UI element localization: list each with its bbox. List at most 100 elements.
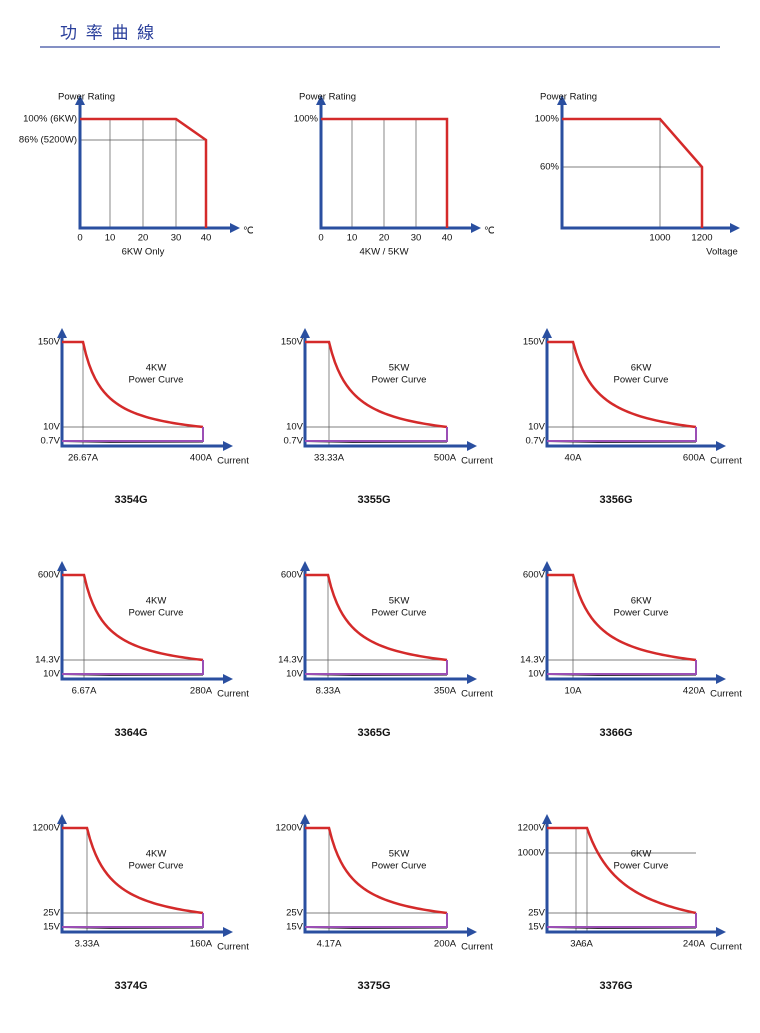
x-tick-label: 3A	[570, 939, 582, 950]
y-tick-label: 1000V	[518, 848, 546, 859]
min-voltage-line	[547, 913, 697, 928]
x-tick-label: 30	[171, 233, 182, 244]
x-unit: ℃	[484, 226, 495, 237]
model-label: 3355G	[357, 494, 390, 506]
y-tick-label: 14.3V	[278, 655, 303, 666]
x-tick-label: 20	[379, 233, 390, 244]
min-voltage-line	[62, 913, 204, 928]
x-axis-arrow	[716, 674, 726, 684]
y-tick-label: 0.7V	[525, 436, 545, 447]
y-tick-label: 600V	[38, 570, 61, 581]
y-tick-label: 10V	[286, 669, 304, 680]
power-curve	[305, 573, 448, 662]
curve-label: Power Curve	[372, 608, 427, 619]
y-axis-arrow	[57, 561, 67, 571]
y-tick-label: 600V	[523, 570, 546, 581]
power-curve	[547, 573, 697, 662]
y-tick-label: 14.3V	[35, 655, 60, 666]
y-tick-label: 25V	[43, 908, 61, 919]
x-tick-label: 10	[347, 233, 358, 244]
power-curve	[305, 826, 448, 915]
model-label: 3374G	[114, 980, 147, 992]
x-axis-arrow	[730, 223, 740, 233]
x-unit: ℃	[243, 226, 254, 237]
power-curve	[547, 826, 697, 915]
y-tick-label: 1200V	[33, 823, 61, 834]
y-axis-arrow	[557, 95, 567, 105]
x-axis-arrow	[471, 223, 481, 233]
y-axis-arrow	[316, 95, 326, 105]
x-axis-arrow	[467, 674, 477, 684]
power-curve	[305, 340, 448, 429]
x-tick-label: 4.17A	[317, 939, 342, 950]
x-unit: Current	[217, 689, 249, 700]
y-axis-arrow	[542, 328, 552, 338]
axis-label: Power Rating	[540, 92, 597, 103]
x-unit: Voltage	[706, 247, 738, 258]
curve-rating: 6KW	[631, 849, 652, 860]
y-axis-arrow	[57, 328, 67, 338]
min-voltage-line	[305, 427, 448, 442]
x-axis-arrow	[223, 441, 233, 451]
curve-label: Power Curve	[372, 375, 427, 386]
x-tick-label: 26.67A	[68, 453, 99, 464]
y-tick-label: 10V	[286, 422, 304, 433]
x-tick-label: 1200	[691, 233, 712, 244]
x-tick-label: 200A	[434, 939, 457, 950]
y-tick-label: 0.7V	[283, 436, 303, 447]
x-axis-arrow	[467, 927, 477, 937]
x-axis-arrow	[716, 927, 726, 937]
model-label: 3376G	[599, 980, 632, 992]
curve-rating: 5KW	[389, 849, 410, 860]
curve-rating: 6KW	[631, 596, 652, 607]
x-tick-label: 350A	[434, 686, 457, 697]
y-axis-arrow	[300, 328, 310, 338]
x-tick-label: 6.67A	[72, 686, 97, 697]
x-tick-label: 600A	[683, 453, 706, 464]
y-tick-label: 10V	[528, 669, 546, 680]
min-voltage-line	[547, 427, 697, 442]
curve-rating: 4KW	[146, 849, 167, 860]
curve-rating: 4KW	[146, 363, 167, 374]
x-tick-label: 160A	[190, 939, 213, 950]
curve-rating: 6KW	[631, 363, 652, 374]
axis-label: Power Rating	[299, 92, 356, 103]
x-tick-label: 400A	[190, 453, 213, 464]
y-tick-label: 14.3V	[520, 655, 545, 666]
y-tick-label: 0.7V	[40, 436, 60, 447]
x-unit: Current	[710, 689, 742, 700]
x-tick-label: 240A	[683, 939, 706, 950]
power-curve	[547, 340, 697, 429]
y-tick-label: 100%	[535, 114, 560, 125]
x-axis-arrow	[467, 441, 477, 451]
y-tick-label: 150V	[523, 337, 546, 348]
x-tick-label: 40A	[565, 453, 583, 464]
x-unit: Current	[461, 689, 493, 700]
x-axis-arrow	[223, 927, 233, 937]
curve-label: Power Curve	[614, 861, 669, 872]
y-axis-arrow	[57, 814, 67, 824]
x-axis-arrow	[230, 223, 240, 233]
x-axis-arrow	[716, 441, 726, 451]
x-tick-label: 280A	[190, 686, 213, 697]
x-caption: 4KW / 5KW	[359, 247, 408, 258]
rating-curve	[562, 117, 704, 228]
curve-rating: 5KW	[389, 596, 410, 607]
y-tick-label: 150V	[38, 337, 61, 348]
y-axis-arrow	[75, 95, 85, 105]
curve-label: Power Curve	[614, 608, 669, 619]
y-tick-label: 150V	[281, 337, 304, 348]
model-label: 3366G	[599, 727, 632, 739]
model-label: 3365G	[357, 727, 390, 739]
min-voltage-line	[547, 660, 697, 675]
model-label: 3356G	[599, 494, 632, 506]
rating-curve	[80, 117, 208, 228]
y-tick-label: 86% (5200W)	[19, 135, 77, 146]
y-tick-label: 15V	[286, 922, 304, 933]
y-axis-arrow	[300, 561, 310, 571]
x-tick-label: 40	[201, 233, 212, 244]
x-unit: Current	[217, 456, 249, 467]
x-tick-label: 33.33A	[314, 453, 345, 464]
